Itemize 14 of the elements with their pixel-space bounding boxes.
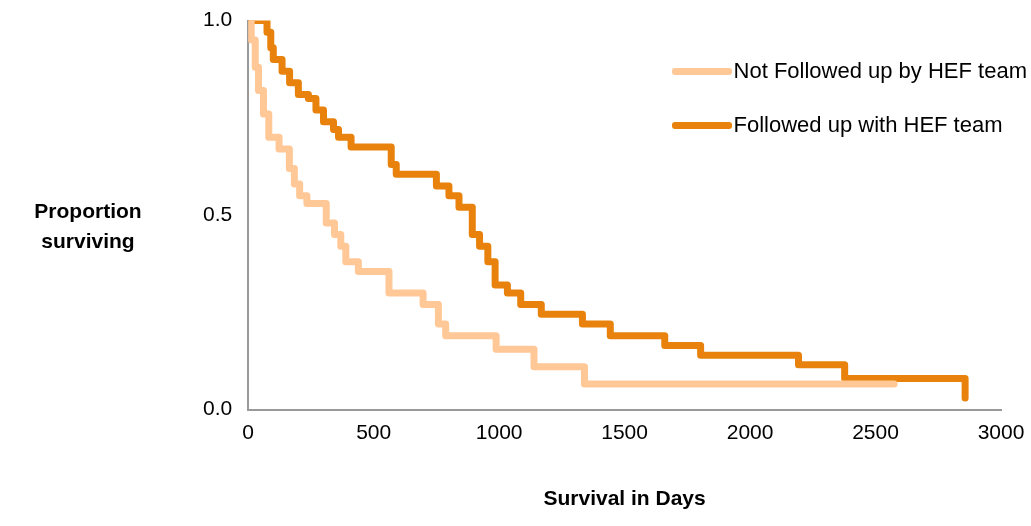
x-tick-label: 0: [242, 420, 255, 443]
x-tick-label: 500: [356, 420, 392, 443]
y-axis-title: Proportion surviving: [33, 198, 143, 254]
x-tick-label: 1500: [601, 420, 648, 443]
x-tick-label: 2500: [852, 420, 899, 443]
y-tick-label: 0.5: [202, 201, 233, 225]
x-axis-title: Survival in Days: [543, 486, 706, 510]
x-tick-label: 2000: [726, 420, 774, 443]
x-tick-label: 3000: [977, 420, 1025, 443]
legend-label: Not Followed up by HEF team: [733, 58, 1027, 84]
y-tick-label: 1.0: [202, 7, 233, 31]
legend-label: Followed up with HEF team: [733, 112, 1003, 138]
x-tick-label: 1000: [475, 420, 523, 443]
y-tick-label: 0.0: [202, 396, 233, 420]
